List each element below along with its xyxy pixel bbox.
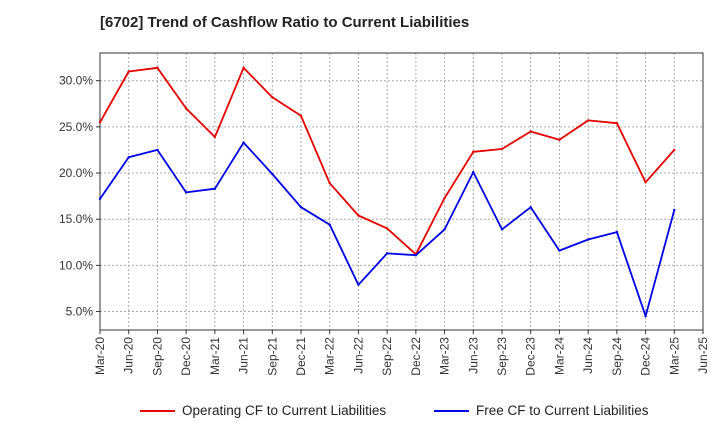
x-tick-label: Jun-25: [696, 337, 710, 374]
data-point: [644, 314, 647, 318]
data-point: [529, 130, 532, 133]
x-tick-label: Dec-21: [294, 337, 308, 376]
data-point: [414, 254, 418, 257]
data-point: [615, 121, 619, 125]
data-point: [472, 170, 475, 174]
x-tick-label: Jun-20: [122, 337, 136, 374]
x-tick-label: Mar-24: [552, 337, 566, 375]
data-point: [213, 135, 217, 139]
x-tick-label: Jun-21: [237, 337, 251, 374]
x-tick-label: Sep-20: [150, 337, 164, 376]
x-tick-label: Mar-22: [323, 337, 337, 375]
data-point: [644, 181, 647, 184]
y-tick-label: 15.0%: [59, 212, 93, 226]
data-point: [127, 70, 130, 73]
data-point: [299, 205, 303, 209]
x-tick-label: Sep-23: [495, 337, 509, 376]
data-point: [558, 249, 561, 252]
data-point: [184, 191, 188, 194]
data-point: [156, 66, 159, 69]
x-tick-label: Mar-21: [208, 337, 222, 375]
data-point: [500, 228, 504, 231]
y-tick-label: 20.0%: [59, 166, 93, 180]
data-point: [184, 107, 188, 110]
x-tick-label: Mar-23: [438, 337, 452, 375]
y-tick-label: 5.0%: [66, 305, 94, 319]
x-axis: Mar-20 Jun-20 Sep-20 Dec-20 Mar-21 Jun-21 Sep-…: [93, 330, 710, 376]
legend-label: Operating CF to Current Liabilities: [182, 403, 386, 418]
data-point: [357, 214, 360, 217]
data-point: [558, 138, 561, 141]
data-point: [443, 228, 446, 231]
data-point: [500, 147, 504, 151]
data-point: [673, 208, 676, 212]
x-tick-label: Dec-22: [409, 337, 423, 376]
data-point: [586, 238, 590, 241]
data-point: [242, 66, 245, 69]
data-point: [673, 148, 676, 152]
y-axis: 5.0% 10.0% 15.0% 20.0% 25.0% 30.0%: [59, 74, 100, 319]
data-point: [271, 172, 274, 176]
data-point: [328, 223, 331, 226]
x-tick-label: Sep-22: [380, 337, 394, 376]
data-point: [213, 187, 217, 190]
plot-frame: [99, 52, 704, 331]
data-point: [328, 181, 331, 185]
x-tick-label: Mar-25: [667, 337, 681, 375]
data-point: [242, 141, 245, 144]
x-tick-label: Jun-22: [351, 337, 365, 374]
data-point: [156, 148, 159, 152]
data-point: [299, 114, 303, 117]
x-tick-label: Dec-20: [179, 337, 193, 376]
x-tick-label: Dec-24: [639, 337, 653, 376]
data-point: [472, 150, 475, 153]
data-point: [529, 205, 532, 209]
x-tick-label: Sep-24: [610, 337, 624, 376]
data-point: [98, 197, 102, 201]
y-tick-label: 25.0%: [59, 120, 93, 134]
legend: Operating CF to Current Liabilities Free …: [140, 403, 649, 418]
x-tick-label: Dec-23: [524, 337, 538, 376]
data-point: [443, 196, 446, 200]
data-point: [615, 230, 619, 234]
data-point: [586, 119, 590, 122]
x-tick-label: Sep-21: [265, 337, 279, 376]
x-tick-label: Jun-23: [466, 337, 480, 374]
data-point: [385, 227, 389, 230]
data-point: [271, 96, 274, 99]
chart-title: [6702] Trend of Cashflow Ratio to Curren…: [100, 14, 470, 31]
y-tick-label: 30.0%: [59, 74, 93, 88]
data-point: [385, 252, 389, 255]
x-tick-label: Jun-24: [581, 337, 595, 374]
data-point: [357, 283, 360, 286]
data-point: [98, 121, 102, 124]
grid-layer: [100, 53, 703, 330]
series-layer: [98, 66, 676, 318]
x-tick-label: Mar-20: [93, 337, 107, 375]
legend-label: Free CF to Current Liabilities: [476, 403, 649, 418]
y-tick-label: 10.0%: [59, 258, 93, 272]
data-point: [127, 156, 130, 159]
